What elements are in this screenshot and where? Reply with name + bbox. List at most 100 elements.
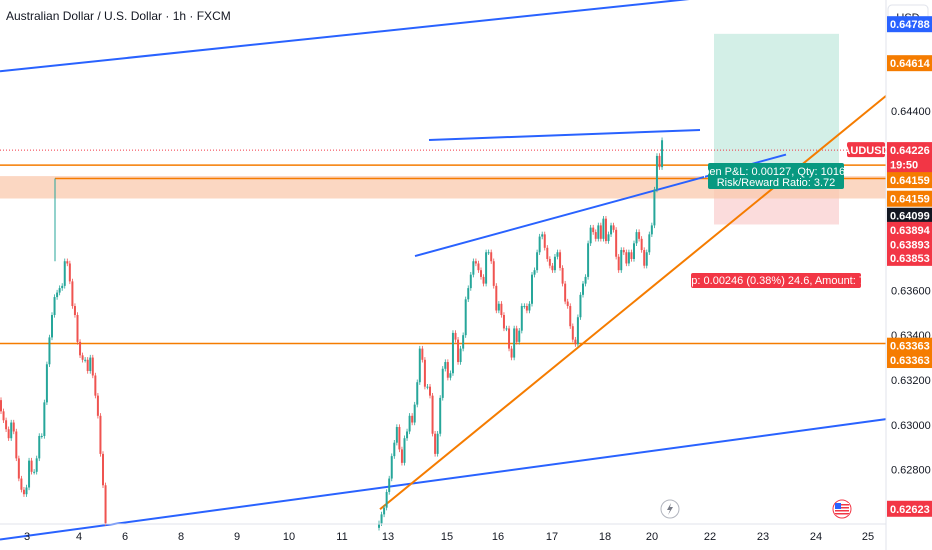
candle	[449, 373, 452, 378]
candle	[584, 276, 587, 284]
candle	[388, 478, 391, 492]
x-tick-label: 10	[283, 531, 295, 543]
candle	[617, 256, 620, 271]
candle	[385, 491, 388, 508]
price-tag-label: 0.64159	[890, 194, 930, 206]
pnl-label: Open P&L: 0.00127, Qty: 101626	[695, 166, 858, 178]
candle	[395, 427, 398, 443]
candle	[416, 382, 419, 405]
candle	[500, 303, 503, 315]
candles-layer	[0, 137, 664, 531]
candle	[459, 348, 462, 363]
price-tag	[887, 207, 932, 224]
price-tag-label: 0.64159	[890, 175, 930, 187]
symbol-tag-label: AUDUSD	[842, 145, 889, 157]
candle	[81, 355, 84, 360]
price-tag	[887, 16, 932, 33]
candle	[661, 140, 664, 168]
candle	[71, 281, 74, 307]
resistance-zone	[0, 176, 886, 199]
candle	[635, 232, 638, 244]
candle	[630, 252, 633, 259]
candle	[497, 303, 500, 311]
candle	[515, 328, 518, 342]
y-tick-label: 0.63000	[891, 420, 931, 432]
candle	[383, 507, 386, 515]
candle	[612, 225, 615, 230]
ratio-label: Risk/Reward Ratio: 3.72	[717, 177, 836, 189]
price-tag	[887, 221, 932, 238]
candle	[582, 283, 584, 295]
candle	[495, 285, 498, 311]
candle	[84, 359, 87, 361]
candle	[638, 232, 641, 239]
candle	[63, 261, 66, 286]
candle	[378, 523, 380, 528]
candle	[505, 328, 508, 330]
candle	[457, 339, 460, 363]
candle	[99, 415, 102, 454]
candle	[566, 301, 569, 307]
candle	[451, 332, 454, 374]
price-tag-label: 0.63894	[890, 225, 931, 237]
candle	[594, 232, 597, 239]
candle	[58, 288, 61, 293]
candle	[96, 395, 99, 416]
candle	[38, 435, 41, 459]
candle	[68, 263, 71, 282]
candle	[56, 292, 59, 298]
candle	[569, 306, 572, 327]
candle	[398, 427, 401, 450]
candle	[625, 252, 628, 264]
candle	[508, 328, 511, 349]
candle	[104, 485, 107, 524]
candle	[89, 357, 92, 372]
candle	[553, 256, 556, 271]
background-layer	[0, 33, 886, 225]
candle	[538, 236, 541, 253]
candle	[556, 252, 559, 257]
candle	[94, 375, 97, 396]
flag-icon-stripe	[835, 507, 849, 509]
x-tick-label: 22	[704, 531, 716, 543]
candle	[480, 270, 482, 277]
candle	[541, 234, 544, 237]
x-tick-label: 17	[546, 531, 558, 543]
price-tag	[887, 55, 932, 72]
candle	[2, 411, 5, 421]
trendline-2	[428, 128, 701, 142]
candle	[604, 218, 607, 242]
candle	[543, 234, 546, 248]
candle	[472, 261, 475, 275]
candle	[615, 229, 618, 257]
price-axis-bg	[886, 0, 932, 550]
us-flag-event-icon[interactable]	[832, 499, 852, 519]
price-tag	[887, 352, 932, 369]
candle	[518, 330, 521, 342]
candle	[408, 415, 411, 432]
candle	[602, 218, 605, 239]
candle	[73, 306, 76, 315]
x-tick-label: 15	[441, 531, 453, 543]
candle	[436, 433, 439, 454]
candle	[53, 297, 56, 315]
candle	[485, 252, 488, 284]
candle	[439, 397, 442, 434]
candle	[548, 258, 551, 266]
candle	[446, 362, 449, 378]
candle	[492, 261, 495, 286]
price-tag-label: 0.64788	[890, 19, 930, 31]
candle	[76, 314, 79, 342]
profit-zone	[714, 33, 839, 179]
candle	[454, 332, 457, 340]
candle	[648, 234, 651, 253]
candle	[633, 243, 635, 259]
candle	[48, 337, 51, 365]
lightning-event-icon[interactable]	[660, 499, 680, 519]
flag-icon-stripe	[835, 504, 849, 506]
candle	[10, 422, 13, 439]
candle	[444, 362, 447, 369]
candle	[533, 270, 536, 275]
